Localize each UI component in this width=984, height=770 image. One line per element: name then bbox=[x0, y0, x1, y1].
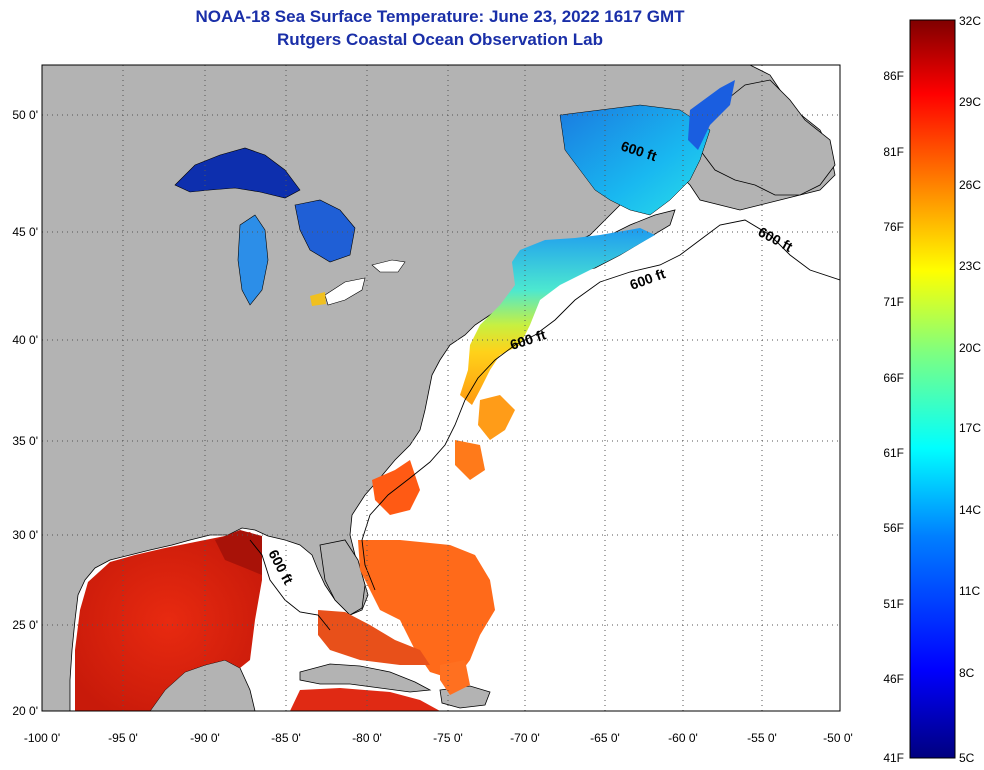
gulf-north-dark-sst bbox=[215, 530, 262, 575]
lake-michigan bbox=[237, 214, 269, 306]
lake-erie-sst-west bbox=[310, 292, 326, 306]
latitude-label: 35 0' bbox=[12, 434, 38, 448]
lake-huron bbox=[294, 199, 356, 263]
latitude-label: 20 0' bbox=[12, 704, 38, 718]
longitude-label: -100 0' bbox=[24, 731, 60, 745]
colorbar-c-label: 23C bbox=[959, 259, 981, 273]
bahamas-sst bbox=[358, 540, 495, 680]
carolina-sst bbox=[455, 440, 485, 480]
newfoundland-land bbox=[699, 79, 836, 196]
colorbar-f-label: 51F bbox=[883, 597, 904, 611]
colorbar-c-label: 8C bbox=[959, 666, 975, 680]
longitude-label: -85 0' bbox=[271, 731, 301, 745]
lake-erie bbox=[324, 277, 366, 306]
longitude-label: -70 0' bbox=[510, 731, 540, 745]
colorbar-f-label: 86F bbox=[883, 69, 904, 83]
longitude-label: -55 0' bbox=[747, 731, 777, 745]
map-title: NOAA-18 Sea Surface Temperature: June 23… bbox=[195, 7, 685, 26]
colorbar-c-label: 26C bbox=[959, 178, 981, 192]
colorbar bbox=[909, 19, 956, 759]
florida-straits-sst bbox=[318, 610, 430, 665]
colorbar-f-label: 46F bbox=[883, 672, 904, 686]
isobath-600ft-gulf bbox=[249, 539, 331, 631]
longitude-label: -65 0' bbox=[590, 731, 620, 745]
colorbar-c-label: 20C bbox=[959, 341, 981, 355]
longitude-label: -75 0' bbox=[433, 731, 463, 745]
coastal-shelf-sst bbox=[460, 228, 655, 405]
gridlines bbox=[42, 65, 840, 711]
labrador-sst bbox=[688, 80, 735, 150]
latitude-axis: 50 0' 45 0' 40 0' 35 0' 30 0' 25 0' 20 0… bbox=[12, 108, 38, 718]
caribbean-sst bbox=[290, 688, 440, 711]
map-frame bbox=[41, 64, 841, 712]
colorbar-celsius-labels: 32C 29C 26C 23C 20C 17C 14C 11C 8C 5C bbox=[959, 14, 981, 765]
colorbar-c-label: 29C bbox=[959, 95, 981, 109]
lake-superior bbox=[174, 147, 301, 199]
longitude-axis: -100 0' -95 0' -90 0' -85 0' -80 0' -75 … bbox=[24, 731, 853, 745]
colorbar-f-label: 56F bbox=[883, 521, 904, 535]
lake-ontario bbox=[371, 259, 406, 273]
colorbar-f-label: 66F bbox=[883, 371, 904, 385]
colorbar-f-label: 76F bbox=[883, 220, 904, 234]
longitude-label: -95 0' bbox=[108, 731, 138, 745]
colorbar-f-label: 71F bbox=[883, 295, 904, 309]
longitude-label: -80 0' bbox=[352, 731, 382, 745]
colorbar-f-label: 81F bbox=[883, 145, 904, 159]
latitude-label: 30 0' bbox=[12, 528, 38, 542]
latitude-label: 40 0' bbox=[12, 333, 38, 347]
longitude-label: -50 0' bbox=[823, 731, 853, 745]
colorbar-c-label: 11C bbox=[959, 584, 980, 598]
latitude-label: 25 0' bbox=[12, 618, 38, 632]
cuba-land bbox=[299, 663, 432, 693]
colorbar-f-label: 61F bbox=[883, 446, 904, 460]
colorbar-c-label: 14C bbox=[959, 503, 981, 517]
florida-land bbox=[319, 539, 366, 616]
colorbar-c-label: 5C bbox=[959, 751, 975, 765]
colorbar-c-label: 17C bbox=[959, 421, 981, 435]
colorbar-c-label: 32C bbox=[959, 14, 981, 28]
mid-atlantic-sst bbox=[478, 395, 515, 440]
map-subtitle: Rutgers Coastal Ocean Observation Lab bbox=[277, 30, 603, 49]
longitude-label: -90 0' bbox=[190, 731, 220, 745]
latitude-label: 50 0' bbox=[12, 108, 38, 122]
east-bahamas-sst bbox=[440, 660, 470, 695]
southeast-sst bbox=[372, 460, 420, 515]
gulf-st-lawrence-sst bbox=[559, 104, 711, 216]
colorbar-f-label: 41F bbox=[883, 751, 904, 765]
colorbar-fahrenheit-labels: 86F 81F 76F 71F 66F 61F 56F 51F 46F 41F bbox=[883, 69, 904, 765]
longitude-label: -60 0' bbox=[668, 731, 698, 745]
gulf-of-mexico-sst bbox=[75, 532, 262, 711]
isobath-600ft bbox=[361, 219, 840, 591]
latitude-label: 45 0' bbox=[12, 225, 38, 239]
